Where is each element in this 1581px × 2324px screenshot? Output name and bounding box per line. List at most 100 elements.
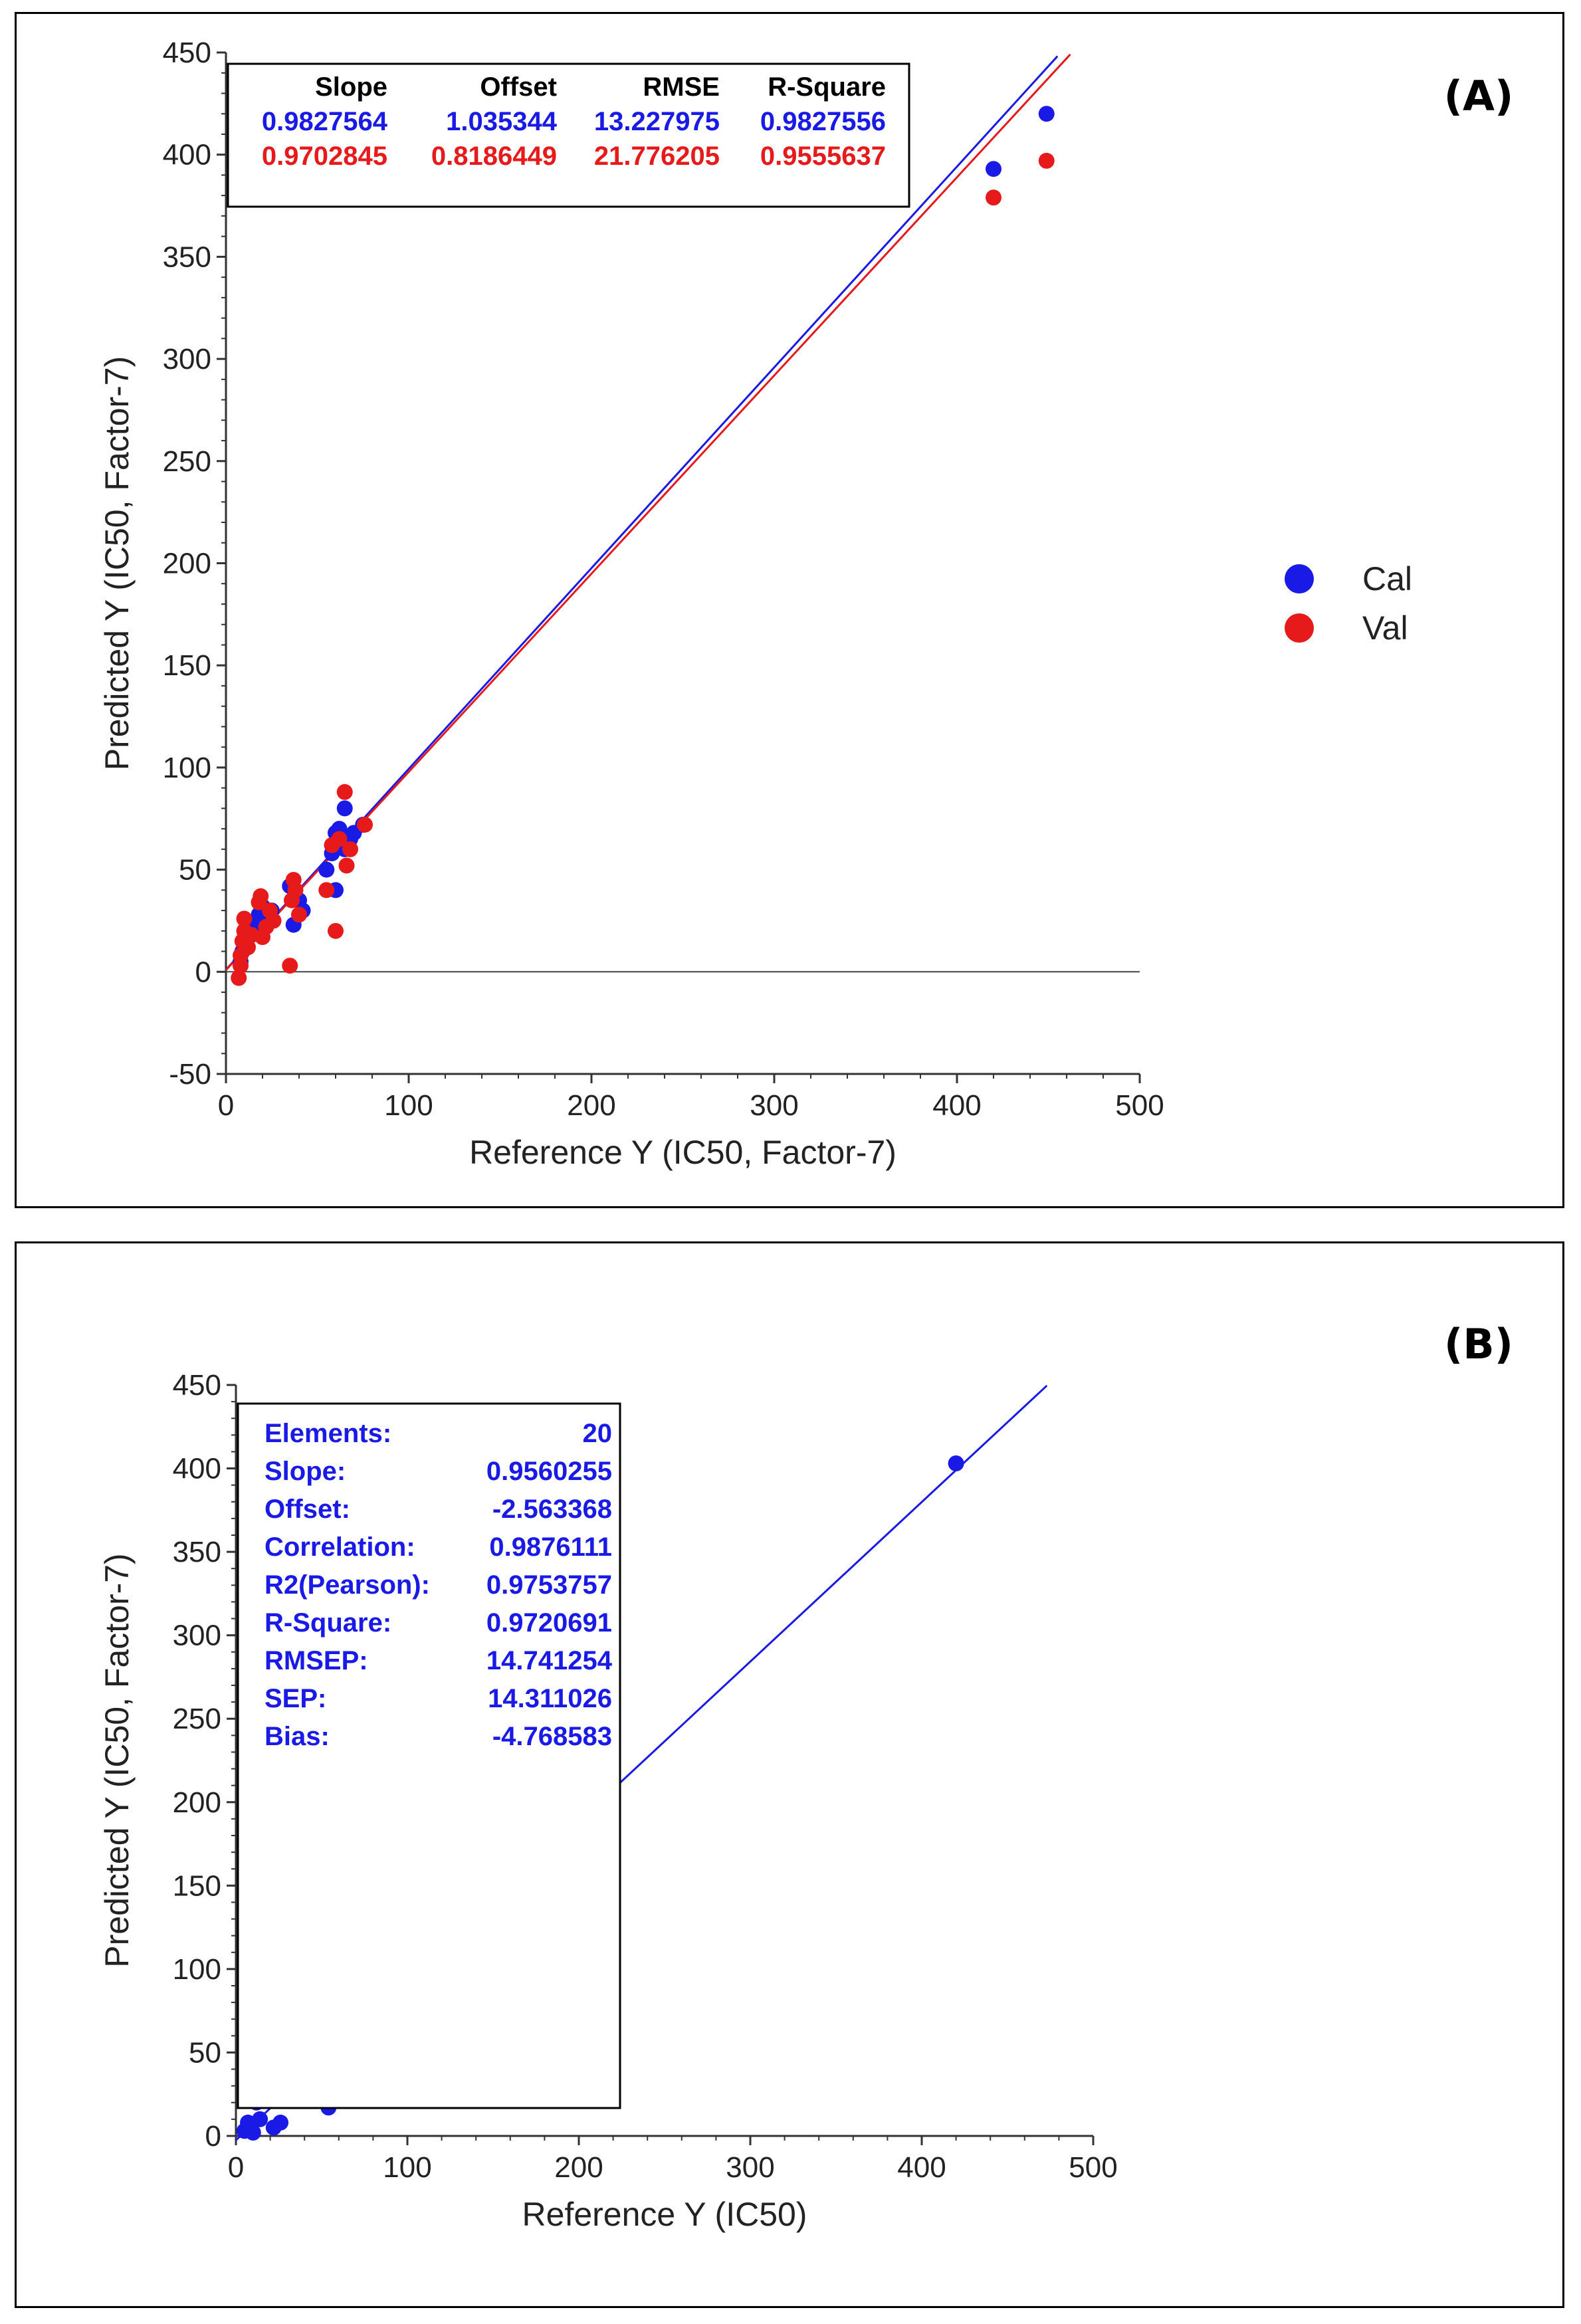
chart-a-legend-cal-marker (1285, 564, 1314, 593)
chart-a-stats-value: 0.9827564 (262, 107, 388, 136)
chart-a-y-tick-label: 0 (195, 956, 211, 988)
chart-a-stats-value: 0.9827556 (760, 107, 886, 136)
chart-b-stats-label: RMSEP: (264, 1646, 368, 1675)
chart-b-y-tick-label: 450 (173, 1369, 221, 1402)
chart-b-panel-label: (B) (1444, 1320, 1513, 1368)
chart-b-stats-value: 14.741254 (486, 1646, 613, 1675)
chart-a-val-point (282, 958, 298, 974)
chart-b-stats-value: 20 (583, 1419, 613, 1448)
chart-a-stats-value: 0.8186449 (431, 142, 557, 171)
chart-a-val-point (287, 882, 304, 898)
chart-a-y-tick-label: 400 (163, 139, 211, 171)
chart-a-y-tick-label: 200 (163, 548, 211, 580)
chart-a-y-tick-label: 150 (163, 649, 211, 682)
chart-b-stats-label: Offset: (264, 1495, 350, 1524)
chart-b-stats-box (237, 1402, 621, 2109)
chart-b-stats-value: 0.9720691 (486, 1608, 612, 1637)
chart-a-x-tick-label: 400 (932, 1089, 981, 1122)
panel-b: 0 100 200 300 400 500 450 400 350 300 250 200 150 100… (15, 1241, 1564, 2308)
chart-a-stats-header: Slope (315, 72, 387, 102)
panel-a: 0 100 200 300 400 500 450 400 350 300 250 200 150 100… (15, 12, 1564, 1208)
chart-a-stats-box (227, 62, 910, 208)
chart-b-stats-label: Elements: (264, 1419, 391, 1448)
chart-a-val-point (986, 189, 1001, 206)
chart-b-y-tick-label: 250 (173, 1703, 221, 1735)
chart-b-y-tick-label: 200 (173, 1786, 221, 1819)
chart-a-y-tick-label: 450 (163, 37, 211, 69)
chart-a-val-point (236, 910, 253, 927)
chart-b-stats-value: 0.9560255 (486, 1457, 612, 1486)
chart-b-x-tick-label: 100 (383, 2151, 431, 2184)
chart-a-val-point (231, 970, 247, 986)
chart-a-val-point (291, 906, 307, 923)
chart-a-val-point (328, 922, 344, 939)
chart-b-val-point (948, 1455, 964, 1472)
chart-a-y-tick-label: 50 (179, 854, 211, 887)
chart-b-y-tick-label: 0 (205, 2120, 221, 2153)
chart-b-stats-label: SEP: (264, 1684, 326, 1713)
chart-a-val-point (253, 888, 269, 904)
chart-a-y-tick-label: 350 (163, 241, 211, 273)
chart-a-legend-cal-label: Cal (1362, 560, 1412, 597)
chart-b-y-tick-label: 100 (173, 1953, 221, 1986)
chart-a-val-point (265, 912, 282, 929)
chart-a-cal-point (986, 161, 1001, 177)
chart-a-stats-header: RMSE (643, 72, 720, 102)
chart-b-x-tick-label: 400 (897, 2151, 946, 2184)
chart-a-val-point (318, 882, 335, 898)
chart-a-cal-point (318, 861, 335, 878)
chart-a-legend-val-label: Val (1362, 609, 1408, 647)
chart-a-x-axis-label: Reference Y (IC50, Factor-7) (469, 1134, 896, 1171)
chart-b-y-tick-label: 300 (173, 1620, 221, 1652)
chart-a-stats-header: Offset (480, 72, 557, 102)
chart-b-stats-label: Bias: (264, 1722, 330, 1751)
chart-a-stats-value: 0.9702845 (262, 142, 387, 171)
chart-b-stats-label: Correlation: (264, 1532, 415, 1562)
chart-a-x-tick-label: 500 (1115, 1089, 1164, 1122)
chart-b-val-point (245, 2124, 261, 2141)
chart-b-x-tick-label: 0 (228, 2151, 244, 2184)
chart-b-val-point (272, 2114, 289, 2131)
chart-a-y-tick-label: 300 (163, 343, 211, 375)
chart-a-val-point (342, 841, 358, 857)
chart-a-x-tick-label: 0 (218, 1089, 234, 1122)
chart-a-panel-label: (A) (1444, 72, 1514, 120)
chart-a-val-point (357, 816, 373, 833)
chart-a-val-point (240, 939, 256, 956)
chart-b-stats-value: -2.563368 (492, 1495, 612, 1524)
chart-a-val-point (331, 831, 348, 847)
chart-a-y-tick-label: -50 (169, 1058, 211, 1091)
chart-a-val-point (336, 784, 353, 800)
chart-b-stats-value: -4.768583 (492, 1722, 612, 1751)
chart-b-stats-value: 0.9876111 (489, 1532, 612, 1562)
chart-b-y-tick-label: 350 (173, 1536, 221, 1568)
chart-b-y-tick-label: 150 (173, 1869, 221, 1902)
chart-a-stats-value: 0.9555637 (760, 142, 886, 171)
chart-b-val-point (252, 2111, 268, 2127)
chart-a-stats-value: 1.035344 (446, 107, 558, 136)
chart-a-y-tick-label: 100 (163, 752, 211, 784)
chart-a-x-tick-label: 200 (567, 1089, 615, 1122)
chart-a-cal-point (336, 800, 353, 817)
chart-b-stats-label: R-Square: (264, 1608, 391, 1637)
chart-a-y-axis-label: Predicted Y (IC50, Factor-7) (98, 356, 136, 770)
chart-b-x-tick-label: 200 (554, 2151, 603, 2184)
chart-b-x-tick-label: 300 (726, 2151, 774, 2184)
chart-a-x-tick-label: 300 (750, 1089, 798, 1122)
chart-a-cal-point (1038, 106, 1055, 122)
chart-a-y-tick-label: 250 (163, 445, 211, 478)
chart-b-y-tick-label: 400 (173, 1453, 221, 1485)
chart-b-stats-label: R2(Pearson): (264, 1570, 430, 1600)
chart-b-y-tick-label: 50 (189, 2036, 221, 2069)
chart-a-val-point (338, 857, 355, 874)
chart-a-stats-value: 13.227975 (594, 107, 720, 136)
chart-b-x-tick-label: 500 (1069, 2151, 1117, 2184)
chart-b-x-axis-label: Reference Y (IC50) (522, 2196, 807, 2233)
chart-b-y-axis-label: Predicted Y (IC50, Factor-7) (98, 1553, 136, 1967)
chart-a-stats-value: 21.776205 (594, 142, 720, 171)
chart-b-stats-label: Slope: (264, 1457, 346, 1486)
chart-a: 0 100 200 300 400 500450400350300250200150100… (98, 37, 1514, 1171)
chart-a-stats-header: R-Square (768, 72, 886, 102)
chart-b-stats-value: 0.9753757 (486, 1570, 612, 1600)
chart-a-legend-val-marker (1285, 613, 1314, 643)
